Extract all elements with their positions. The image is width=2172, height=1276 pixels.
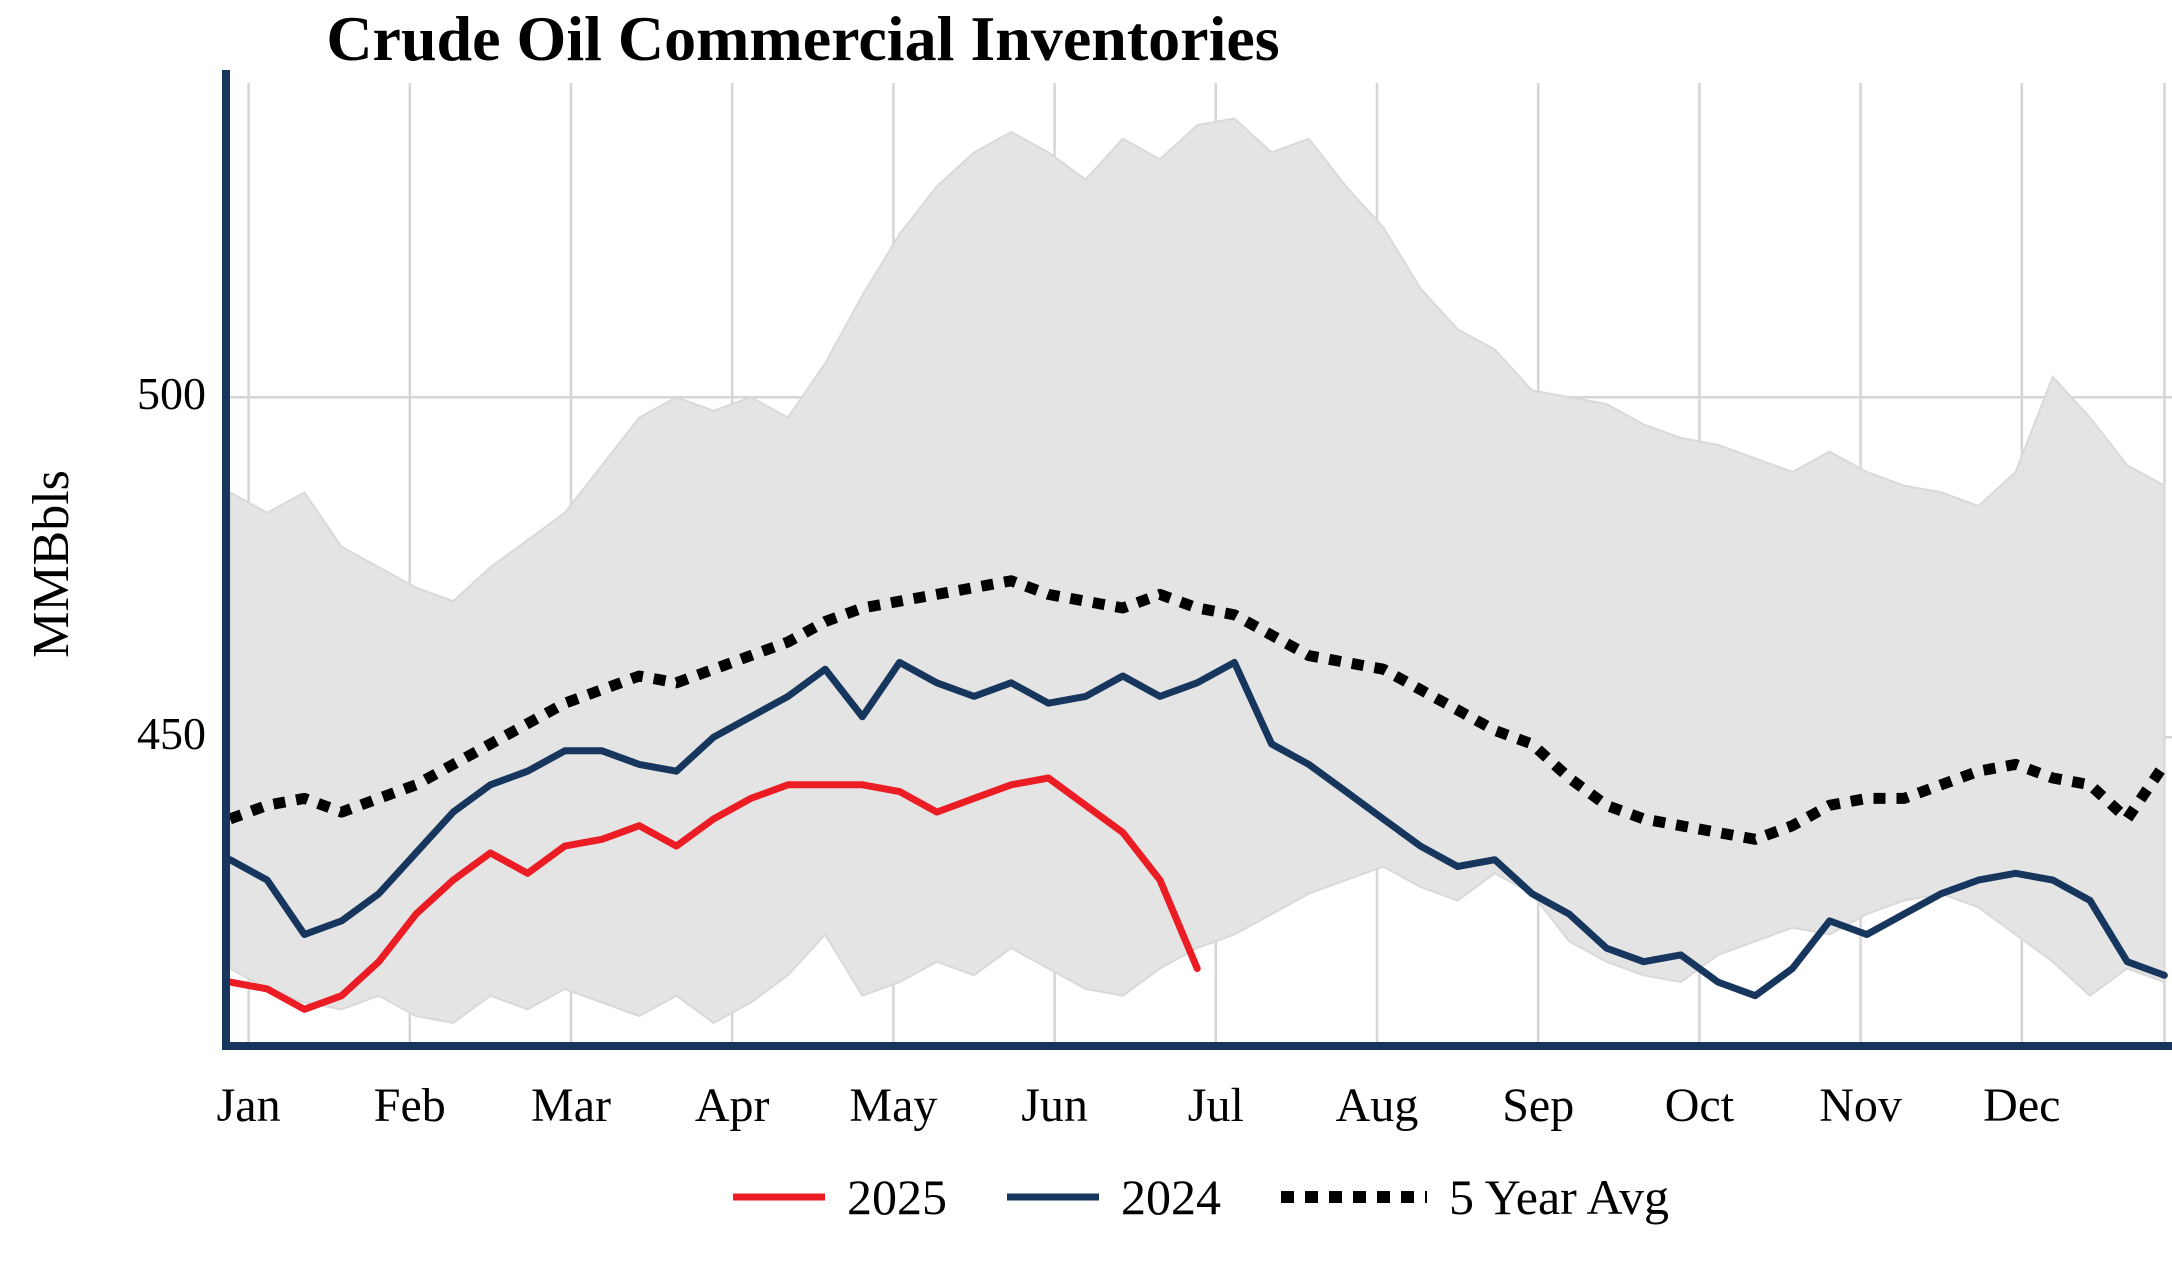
legend-item-2025: 2025	[731, 1168, 947, 1226]
x-tick-label-dec: Dec	[1983, 1079, 2061, 1132]
x-tick-label-jan: Jan	[216, 1079, 281, 1132]
x-tick-label-apr: Apr	[694, 1079, 770, 1132]
series-line-2024	[226, 658, 2168, 1000]
chart-title: Crude Oil Commercial Inventories	[326, 3, 1280, 74]
x-tick-label-may: May	[849, 1079, 938, 1132]
legend-item-2024: 2024	[1005, 1168, 1221, 1226]
y-tick-label-500: 500	[137, 368, 206, 420]
x-tick-label-jul: Jul	[1187, 1079, 1244, 1132]
legend-swatch-5yr-avg-dotted	[1281, 1191, 1428, 1203]
legend-label-2025: 2025	[847, 1169, 948, 1225]
x-tick-label-sep: Sep	[1502, 1079, 1575, 1132]
legend-swatch-2024-line	[1007, 1193, 1100, 1201]
x-tick-label-nov: Nov	[1819, 1079, 1902, 1132]
chart-legend: 2025 2024 5 Year Avg	[114, 1168, 2172, 1226]
legend-label-2024: 2024	[1121, 1169, 1222, 1225]
x-tick-label-aug: Aug	[1335, 1079, 1419, 1132]
x-tick-label-mar: Mar	[531, 1079, 611, 1132]
x-tick-labels: Jan Feb Mar Apr May Jun Jul Aug Sep Oct Nov Dec	[0, 1078, 2172, 1138]
series-line-5-year-avg	[228, 575, 2169, 845]
five-year-range-band	[229, 117, 2166, 1025]
legend-swatch-2025-line	[733, 1193, 826, 1201]
x-tick-label-feb: Feb	[373, 1079, 446, 1132]
x-tick-label-jun: Jun	[1021, 1079, 1088, 1132]
series-line-2025	[226, 774, 1201, 1013]
y-axis-label: MMBbls	[23, 470, 80, 658]
legend-label-5yr-avg: 5 Year Avg	[1449, 1169, 1669, 1225]
x-tick-label-oct: Oct	[1664, 1079, 1735, 1132]
y-tick-label-450: 450	[137, 708, 206, 760]
legend-item-5yr-avg: 5 Year Avg	[1279, 1168, 1669, 1226]
